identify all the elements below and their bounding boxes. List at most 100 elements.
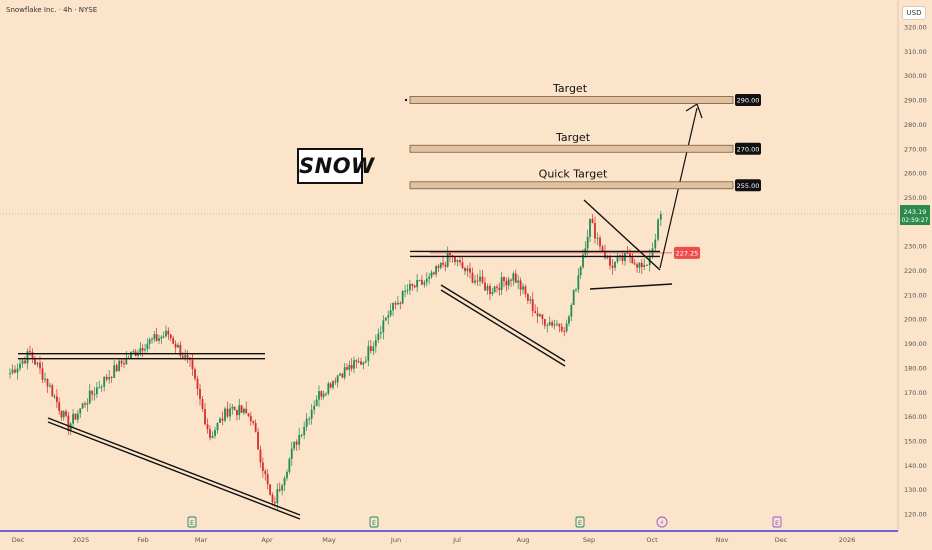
candle (360, 361, 362, 365)
candle (115, 365, 118, 372)
target-price-text: 270.00 (737, 145, 760, 153)
y-tick-label: 320.00 (904, 24, 927, 32)
candle (84, 403, 86, 405)
candle (320, 391, 323, 397)
trendline-lower (440, 289, 566, 367)
candle (471, 272, 474, 283)
candle (144, 349, 146, 351)
candle (464, 268, 466, 272)
candle (524, 286, 527, 295)
candle (401, 291, 404, 304)
candle (629, 253, 631, 257)
candle (659, 214, 662, 220)
candle (503, 277, 505, 282)
candle (261, 462, 264, 471)
candle (599, 237, 601, 247)
candle (517, 280, 520, 283)
candle (148, 339, 151, 344)
candle (638, 262, 641, 268)
x-tick-label: Mar (195, 536, 208, 544)
candle (657, 219, 659, 240)
candle (41, 368, 44, 380)
target-label: Target (555, 131, 591, 144)
candle (74, 413, 77, 420)
candle (303, 426, 306, 436)
candle (449, 252, 451, 256)
candle (394, 302, 397, 305)
x-tick-label: 2025 (73, 536, 90, 544)
candle (446, 252, 449, 267)
candle (336, 375, 339, 383)
candle (209, 429, 211, 438)
candle (123, 363, 125, 365)
trendline-lower (440, 284, 566, 362)
candle (86, 403, 89, 405)
dividend-icon-glyph: ⚡ (660, 519, 665, 527)
last-price-tag (900, 205, 930, 226)
candle (496, 286, 498, 288)
candle (529, 299, 532, 301)
y-tick-label: 150.00 (904, 437, 927, 445)
last-price-value: 243.19 (904, 208, 927, 216)
candle (611, 265, 614, 268)
candle (55, 396, 58, 403)
candle (507, 279, 510, 286)
candle (165, 330, 167, 337)
candle (315, 399, 318, 406)
y-tick-label: 290.00 (904, 97, 927, 105)
y-tick-label: 210.00 (904, 291, 927, 299)
last-price-countdown: 02:59:27 (902, 217, 929, 224)
candle (162, 336, 165, 338)
y-tick-label: 180.00 (904, 364, 927, 372)
earnings-icon (772, 516, 782, 528)
candle (79, 408, 82, 414)
candle (238, 405, 241, 416)
currency-button[interactable]: USD (902, 6, 926, 20)
candle (526, 294, 529, 301)
candle (423, 282, 426, 285)
candle (224, 408, 226, 421)
x-tick-label: Jun (390, 536, 401, 544)
candle (606, 257, 609, 259)
candle (474, 280, 476, 283)
candle (514, 273, 517, 283)
symbol-header[interactable]: Snowflake Inc. · 4h · NYSE (6, 6, 98, 14)
target-band (409, 96, 734, 104)
x-tick-label: Nov (716, 536, 729, 544)
candle (459, 260, 461, 263)
candle (34, 358, 36, 365)
y-tick-label: 230.00 (904, 243, 927, 251)
candle (621, 255, 624, 261)
trendline-lower (47, 417, 301, 516)
candle (437, 266, 440, 268)
earnings-icon (575, 516, 585, 528)
ticker-label: SNOW (297, 148, 374, 184)
candle (416, 279, 419, 288)
candle (543, 319, 546, 326)
y-tick-label: 120.00 (904, 511, 927, 519)
candle (67, 415, 70, 431)
candle (293, 441, 296, 449)
candle (259, 449, 262, 463)
candle (565, 323, 568, 332)
candle (489, 285, 491, 295)
y-tick-label: 270.00 (904, 145, 927, 153)
x-tick-label: Aug (517, 536, 530, 544)
candle (29, 351, 31, 353)
candle (382, 320, 385, 333)
candle (334, 381, 337, 383)
candle (384, 317, 387, 321)
candle (31, 352, 34, 359)
candle (456, 260, 459, 263)
candle (425, 278, 428, 283)
candle (298, 435, 301, 445)
candle (155, 334, 158, 341)
candle (577, 275, 580, 290)
candle (348, 364, 351, 370)
candle (553, 324, 556, 326)
candle (49, 385, 51, 387)
candle (575, 289, 577, 291)
target-band (409, 144, 734, 153)
